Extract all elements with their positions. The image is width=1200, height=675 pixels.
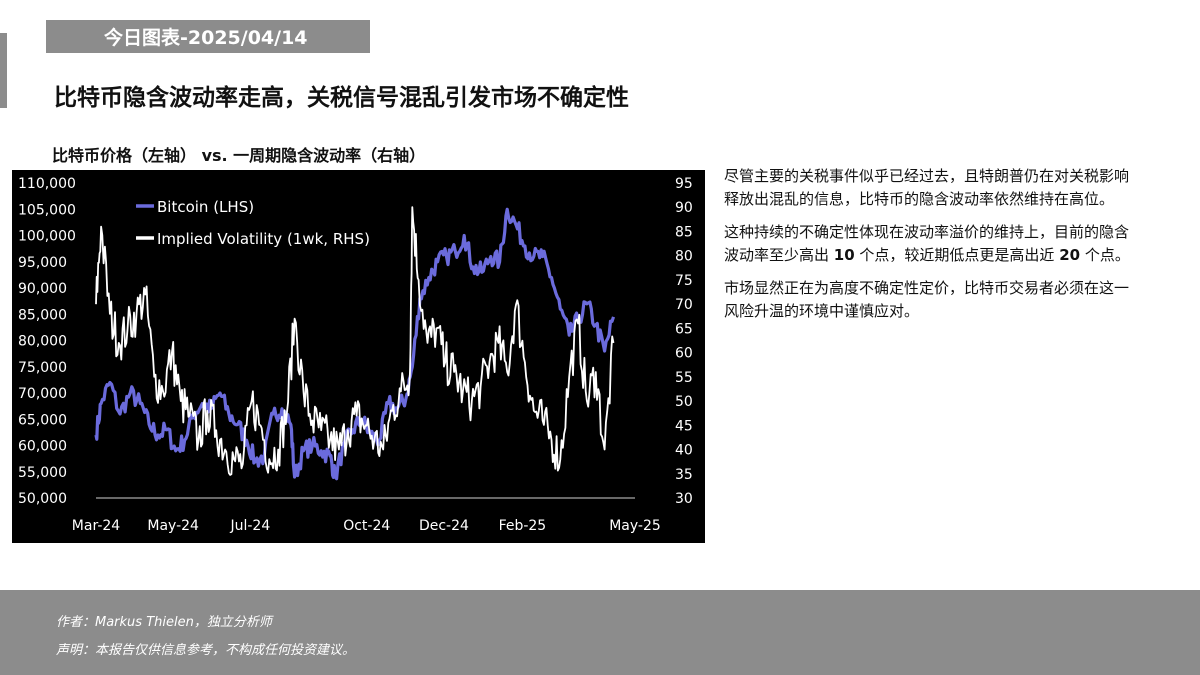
y-right-tick-label: 50 — [675, 394, 693, 410]
commentary-p2-num-1: 10 — [833, 246, 855, 264]
y-right-tick-label: 95 — [675, 176, 693, 192]
x-tick-label: Dec-24 — [419, 518, 469, 534]
y-right-tick-label: 55 — [675, 370, 693, 386]
y-right-tick-label: 45 — [675, 418, 693, 434]
y-right-tick-label: 40 — [675, 443, 693, 459]
y-left-tick-label: 90,000 — [18, 281, 67, 297]
implied-volatility-line — [95, 206, 615, 476]
x-axis-ticks: Mar-24 May-24 Jul-24 Oct-24 Dec-24 Feb-25 May-… — [72, 518, 661, 534]
date-banner: 今日图表-2025/04/14 — [46, 20, 370, 53]
chart-panel: 50,000 55,000 60,000 65,000 70,000 75,000 80,0… — [12, 170, 705, 543]
commentary-paragraph-3: 市场显然正在为高度不确定性定价，比特币交易者必须在这一风险升温的环境中谨慎应对。 — [724, 279, 1130, 320]
commentary-p2-num-2: 20 — [1059, 246, 1081, 264]
right-axis-ticks: 30 35 40 45 50 55 60 65 70 75 80 85 90 95 — [675, 176, 693, 507]
x-tick-label: Jul-24 — [229, 518, 270, 534]
footer-disclaimer: 声明：本报告仅供信息参考，不构成任何投资建议。 — [56, 643, 356, 658]
x-tick-label: May-24 — [147, 518, 199, 534]
y-left-tick-label: 70,000 — [18, 386, 67, 402]
x-tick-label: Oct-24 — [343, 518, 390, 534]
series-layer — [94, 206, 616, 481]
page-title: 比特币隐含波动率走高，关税信号混乱引发市场不确定性 — [54, 85, 629, 111]
y-left-tick-label: 105,000 — [18, 202, 76, 218]
y-left-tick-label: 60,000 — [18, 439, 67, 455]
x-tick-label: Feb-25 — [499, 518, 547, 534]
commentary-p2-a: 这种持续的不确定性体现在波动率溢价的维持上，目前的隐含波动率至少高出 — [724, 223, 1130, 264]
chart-heading: 比特币价格（左轴） vs. 一周期隐含波动率（右轴） — [52, 146, 426, 165]
legend: Bitcoin (LHS) Implied Volatility (1wk, RH… — [136, 198, 370, 248]
commentary-p2-e: 个点。 — [1080, 246, 1130, 264]
y-left-tick-label: 75,000 — [18, 360, 67, 376]
y-right-tick-label: 30 — [675, 491, 693, 507]
y-left-tick-label: 50,000 — [18, 491, 67, 507]
left-axis-ticks: 50,000 55,000 60,000 65,000 70,000 75,000 80,0… — [18, 176, 76, 507]
y-left-tick-label: 110,000 — [18, 176, 76, 192]
y-right-tick-label: 35 — [675, 467, 693, 483]
y-right-tick-label: 90 — [675, 200, 693, 216]
footer-author: 作者：Markus Thielen，独立分析师 — [56, 615, 272, 630]
footer: 作者：Markus Thielen，独立分析师 声明：本报告仅供信息参考，不构成… — [0, 590, 1200, 675]
y-left-tick-label: 65,000 — [18, 412, 67, 428]
y-left-tick-label: 100,000 — [18, 229, 76, 245]
y-right-tick-label: 60 — [675, 346, 693, 362]
y-right-tick-label: 70 — [675, 297, 693, 313]
y-left-tick-label: 95,000 — [18, 255, 67, 271]
left-accent-bar — [0, 33, 7, 108]
commentary-paragraph-1: 尽管主要的关税事件似乎已经过去，且特朗普仍在对关税影响释放出混乱的信息，比特币的… — [724, 167, 1130, 208]
commentary: 尽管主要的关税事件似乎已经过去，且特朗普仍在对关税影响释放出混乱的信息，比特币的… — [724, 165, 1139, 333]
y-right-tick-label: 65 — [675, 321, 693, 337]
legend-label: Bitcoin (LHS) — [157, 198, 254, 216]
x-tick-label: May-25 — [609, 518, 661, 534]
commentary-p2-c: 个点，较近期低点更是高出近 — [854, 246, 1060, 264]
y-left-tick-label: 85,000 — [18, 307, 67, 323]
y-right-tick-label: 75 — [675, 273, 693, 289]
y-right-tick-label: 80 — [675, 249, 693, 265]
chart-svg: 50,000 55,000 60,000 65,000 70,000 75,000 80,0… — [18, 176, 693, 534]
y-right-tick-label: 85 — [675, 224, 693, 240]
y-left-tick-label: 55,000 — [18, 465, 67, 481]
commentary-paragraph-2: 这种持续的不确定性体现在波动率溢价的维持上，目前的隐含波动率至少高出 10 个点… — [724, 221, 1139, 267]
legend-label: Implied Volatility (1wk, RHS) — [157, 230, 370, 248]
bitcoin-price-line — [94, 207, 616, 481]
y-left-tick-label: 80,000 — [18, 334, 67, 350]
x-tick-label: Mar-24 — [72, 518, 120, 534]
date-banner-text: 今日图表-2025/04/14 — [104, 27, 308, 49]
